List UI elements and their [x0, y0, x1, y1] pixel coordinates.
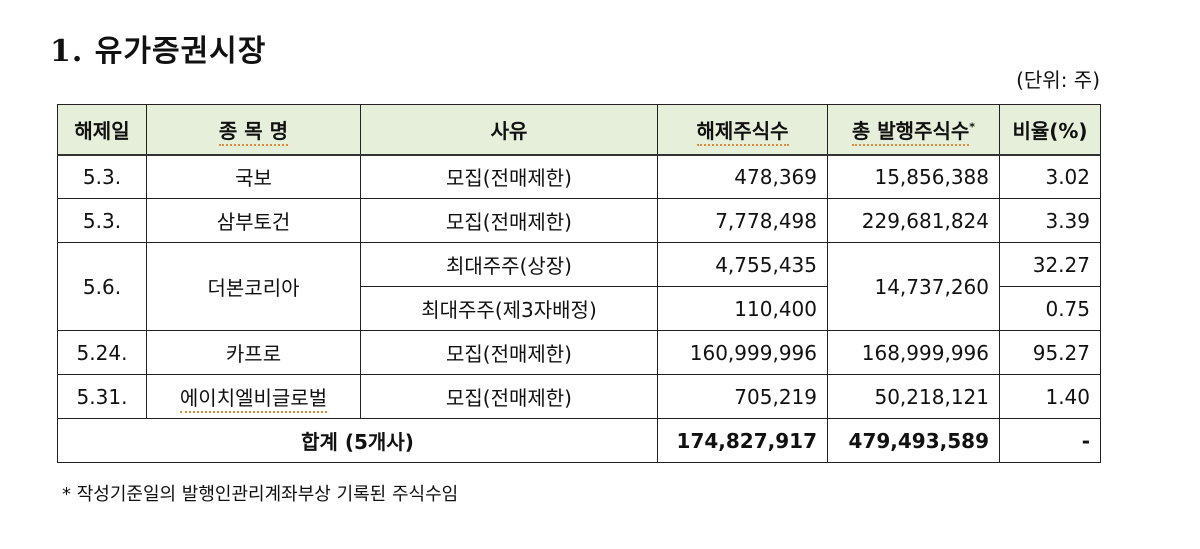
- header-date: 해제일: [57, 104, 147, 156]
- cell-name: 더본코리아: [146, 242, 361, 331]
- table-row: 5.6. 더본코리아 최대주주(상장) 4,755,435 14,737,260…: [57, 242, 1101, 331]
- cell-released: 110,400: [657, 286, 828, 331]
- cell-reason: 최대주주(상장): [360, 242, 658, 287]
- unit-label: (단위: 주): [1016, 68, 1100, 92]
- cell-released: 4,755,435: [657, 242, 828, 287]
- header-released: 해제주식수: [657, 104, 828, 156]
- cell-ratio: 3.02: [999, 154, 1101, 199]
- table-row: 5.24. 카프로 모집(전매제한) 160,999,996 168,999,9…: [57, 330, 1101, 375]
- table-header-row: 해제일 종 목 명 사유 해제주식수 총 발행주식수* 비율(%): [57, 104, 1101, 156]
- table-row: 5.3. 삼부토건 모집(전매제한) 7,778,498 229,681,824…: [57, 198, 1101, 243]
- header-ratio: 비율(%): [999, 104, 1101, 156]
- cell-date: 5.3.: [57, 198, 147, 243]
- header-total: 총 발행주식수*: [827, 104, 1000, 156]
- cell-ratio: 95.27: [999, 330, 1101, 375]
- cell-released: 705,219: [657, 374, 828, 419]
- cell-reason: 모집(전매제한): [360, 154, 658, 199]
- table-row: 5.31. 에이치엘비글로벌 모집(전매제한) 705,219 50,218,1…: [57, 374, 1101, 419]
- cell-released: 7,778,498: [657, 198, 828, 243]
- total-label: 합계 (5개사): [57, 418, 658, 463]
- total-ratio: -: [999, 418, 1101, 463]
- cell-date: 5.24.: [57, 330, 147, 375]
- cell-reason: 모집(전매제한): [360, 330, 658, 375]
- total-total: 479,493,589: [827, 418, 1000, 463]
- cell-name: 삼부토건: [146, 198, 361, 243]
- cell-date: 5.31.: [57, 374, 147, 419]
- cell-reason: 최대주주(제3자배정): [360, 286, 658, 331]
- cell-total: 168,999,996: [827, 330, 1000, 375]
- cell-reason: 모집(전매제한): [360, 374, 658, 419]
- total-row: 합계 (5개사) 174,827,917 479,493,589 -: [57, 418, 1101, 463]
- cell-released: 478,369: [657, 154, 828, 199]
- header-reason: 사유: [360, 104, 658, 156]
- cell-total: 14,737,260: [827, 242, 1000, 331]
- cell-name: 국보: [146, 154, 361, 199]
- cell-ratio: 3.39: [999, 198, 1101, 243]
- cell-total: 15,856,388: [827, 154, 1000, 199]
- total-released: 174,827,917: [657, 418, 828, 463]
- cell-ratio: 32.27: [999, 242, 1101, 287]
- cell-reason: 모집(전매제한): [360, 198, 658, 243]
- section-title: 1. 유가증권시장: [50, 34, 267, 69]
- cell-total: 229,681,824: [827, 198, 1000, 243]
- cell-ratio: 0.75: [999, 286, 1101, 331]
- footnote: * 작성기준일의 발행인관리계좌부상 기록된 주식수임: [62, 484, 459, 505]
- cell-date: 5.3.: [57, 154, 147, 199]
- cell-name: 카프로: [146, 330, 361, 375]
- cell-date: 5.6.: [57, 242, 147, 331]
- release-table: 해제일 종 목 명 사유 해제주식수 총 발행주식수* 비율(%) 5.3. 국…: [57, 104, 1101, 463]
- cell-name: 에이치엘비글로벌: [146, 374, 361, 419]
- header-name: 종 목 명: [146, 104, 361, 156]
- cell-ratio: 1.40: [999, 374, 1101, 419]
- header-total-mark: *: [969, 120, 976, 134]
- cell-total: 50,218,121: [827, 374, 1000, 419]
- table-row: 최대주주(제3자배정) 110,400 0.75: [58, 286, 1101, 331]
- cell-released: 160,999,996: [657, 330, 828, 375]
- table-row: 5.3. 국보 모집(전매제한) 478,369 15,856,388 3.02: [57, 154, 1101, 199]
